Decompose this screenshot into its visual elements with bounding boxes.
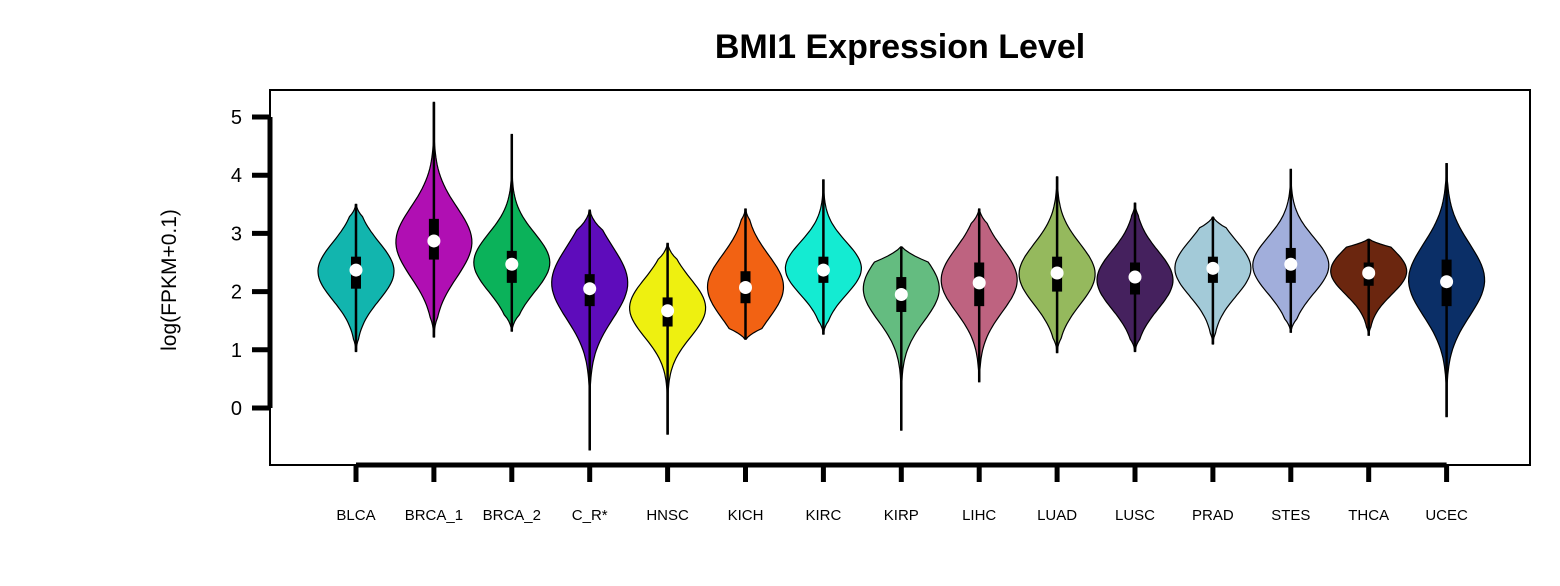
y-axis-label: log(FPKM+0.1) bbox=[158, 209, 181, 351]
x-tick-label: UCEC bbox=[1425, 507, 1468, 524]
y-tick-label: 5 bbox=[231, 107, 242, 129]
violin-median-point bbox=[427, 234, 441, 248]
x-tick-label: HNSC bbox=[646, 507, 689, 524]
violin-group bbox=[317, 101, 1486, 451]
violin-median-point bbox=[894, 288, 908, 302]
x-tick-label: KIRP bbox=[884, 507, 919, 524]
y-tick-label: 0 bbox=[231, 398, 242, 420]
x-tick-label: C_R* bbox=[572, 507, 608, 524]
x-tick-label: LIHC bbox=[962, 507, 996, 524]
violin-median-point bbox=[1284, 257, 1298, 271]
x-tick-label: PRAD bbox=[1192, 507, 1234, 524]
y-tick-label: 2 bbox=[231, 282, 242, 304]
violin-median-point bbox=[583, 282, 597, 296]
y-tick-label: 3 bbox=[231, 223, 242, 245]
violin-median-point bbox=[661, 304, 675, 318]
violin-median-point bbox=[1128, 270, 1142, 284]
y-axis: 0 1 2 3 4 5 bbox=[231, 107, 273, 420]
x-axis: BLCA BRCA_1 BRCA_2 C_R* HNSC KICH KIRC KIRP LIHC… bbox=[336, 462, 1468, 524]
x-tick-label: THCA bbox=[1348, 507, 1389, 524]
chart-title: BMI1 Expression Level bbox=[715, 28, 1085, 66]
violin-median-point bbox=[972, 276, 986, 290]
x-tick-label: LUAD bbox=[1037, 507, 1077, 524]
x-tick-label: KIRC bbox=[805, 507, 841, 524]
violin-median-point bbox=[1050, 266, 1064, 280]
x-tick-label: LUSC bbox=[1115, 507, 1155, 524]
x-tick-label: STES bbox=[1271, 507, 1310, 524]
violin-median-point bbox=[816, 263, 830, 277]
x-tick-label: BRCA_2 bbox=[483, 507, 541, 524]
violin-median-point bbox=[349, 263, 363, 277]
y-tick-label: 1 bbox=[231, 340, 242, 362]
x-tick-label: BRCA_1 bbox=[405, 507, 463, 524]
violin-median-point bbox=[505, 257, 519, 271]
y-tick-label: 4 bbox=[231, 165, 242, 187]
x-tick-label: BLCA bbox=[336, 507, 375, 524]
violin-median-point bbox=[1362, 266, 1376, 280]
violin-median-point bbox=[1206, 261, 1220, 275]
x-tick-label: KICH bbox=[728, 507, 764, 524]
violin-median-point bbox=[1440, 275, 1454, 289]
violin-median-point bbox=[739, 281, 752, 295]
